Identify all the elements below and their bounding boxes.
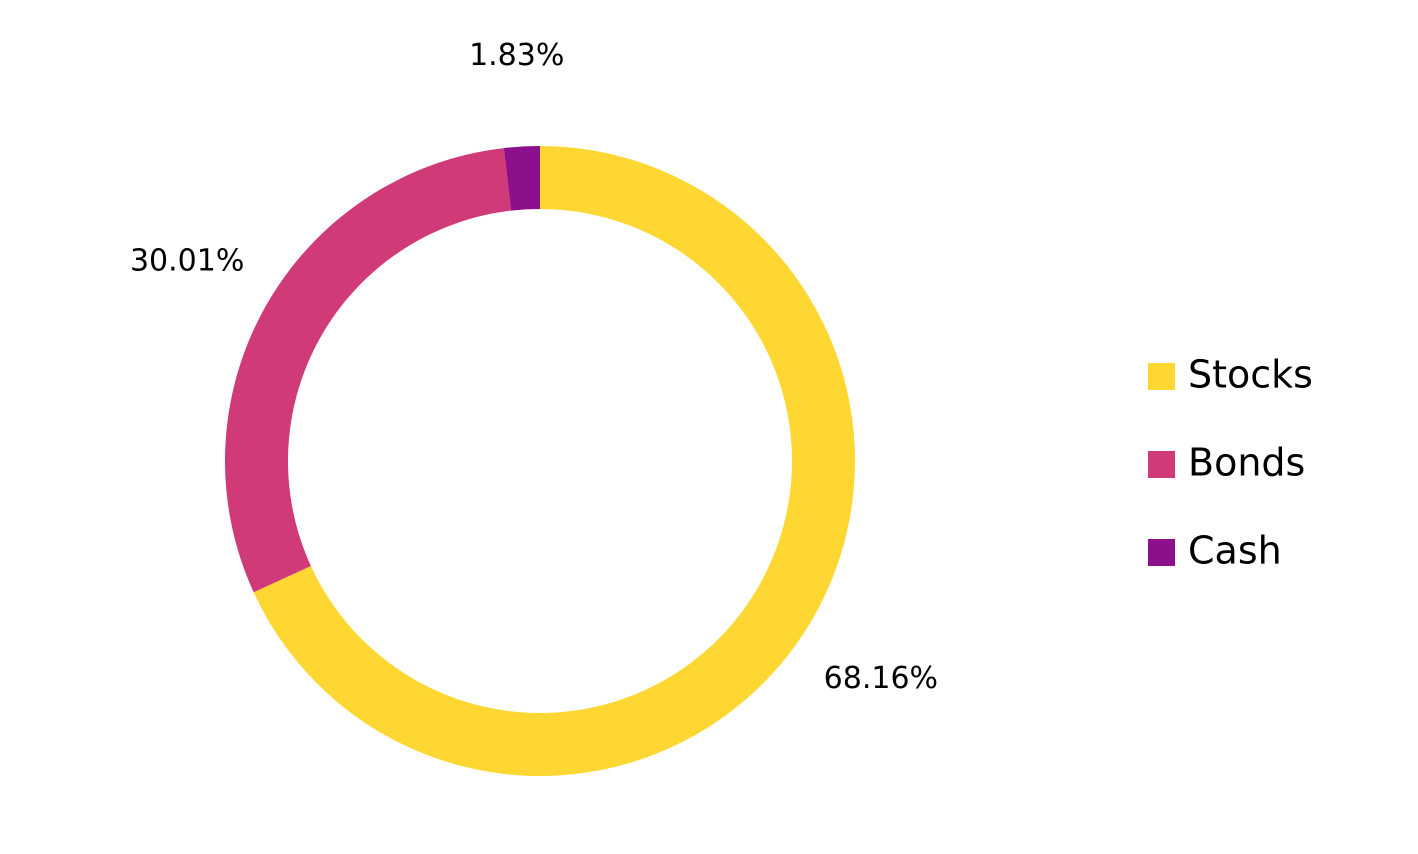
value-label: 30.01% bbox=[130, 244, 244, 279]
legend-swatch bbox=[1148, 363, 1175, 390]
value-label: 68.16% bbox=[824, 661, 938, 696]
legend-label: Bonds bbox=[1188, 441, 1305, 485]
legend-label: Stocks bbox=[1188, 353, 1313, 397]
legend-swatch bbox=[1148, 451, 1175, 478]
donut-segment bbox=[503, 146, 540, 211]
legend-swatch bbox=[1148, 539, 1175, 566]
legend-label: Cash bbox=[1188, 529, 1282, 573]
value-label: 1.83% bbox=[469, 38, 564, 73]
donut-segment bbox=[225, 148, 512, 593]
